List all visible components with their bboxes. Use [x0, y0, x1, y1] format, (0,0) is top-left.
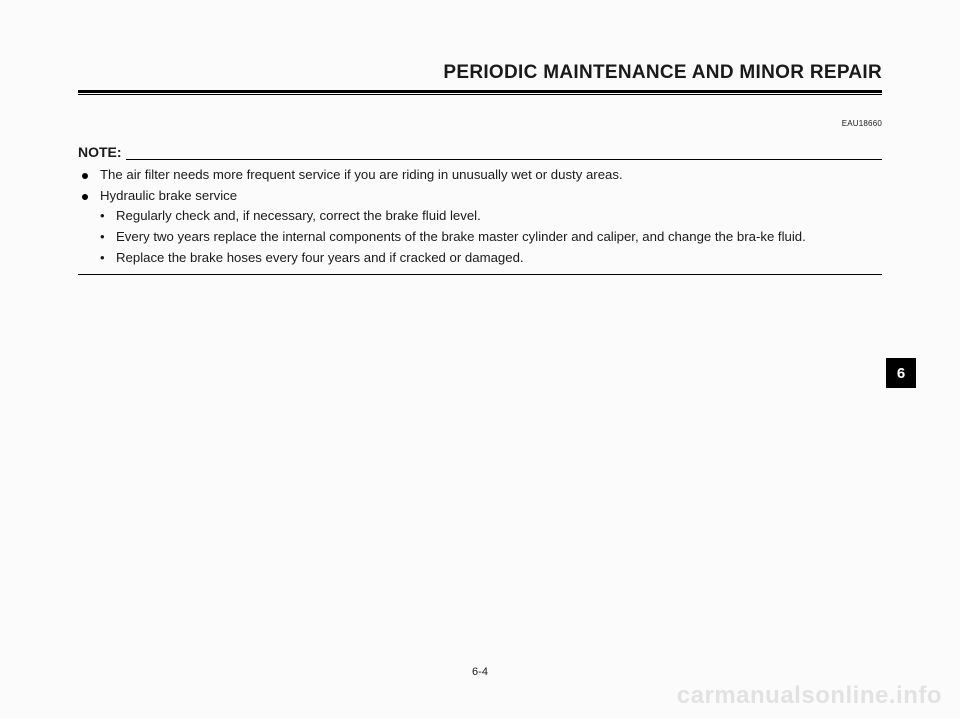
bullet-secondary-icon: • [100, 228, 116, 247]
list-item-text: Hydraulic brake service [100, 187, 882, 206]
list-subitem: • Every two years replace the internal c… [78, 228, 882, 247]
bullet-primary-icon [78, 166, 100, 185]
bullet-secondary-icon: • [100, 207, 116, 226]
list-subitem-text: Every two years replace the internal com… [116, 228, 882, 247]
list-subitem-text: Regularly check and, if necessary, corre… [116, 207, 882, 226]
section-header: PERIODIC MAINTENANCE AND MINOR REPAIR [78, 62, 882, 88]
list-subitem-text: Replace the brake hoses every four years… [116, 249, 882, 268]
watermark-text: carmanualsonline.info [677, 682, 942, 710]
manual-page: PERIODIC MAINTENANCE AND MINOR REPAIR EA… [0, 0, 960, 718]
note-content: The air filter needs more frequent servi… [78, 166, 882, 268]
page-number: 6-4 [0, 666, 960, 678]
list-item-text: The air filter needs more frequent servi… [100, 166, 882, 185]
header-divider-top [78, 90, 882, 93]
section-tab-number: 6 [897, 365, 905, 382]
list-item: The air filter needs more frequent servi… [78, 166, 882, 185]
note-label: NOTE: [78, 144, 126, 160]
list-subitem: • Replace the brake hoses every four yea… [78, 249, 882, 268]
list-item: Hydraulic brake service [78, 187, 882, 206]
document-code: EAU18660 [78, 119, 882, 128]
note-heading-row: NOTE: [78, 144, 882, 160]
note-end-rule [78, 274, 882, 275]
bullet-secondary-icon: • [100, 249, 116, 268]
bullet-primary-icon [78, 187, 100, 206]
section-tab: 6 [886, 358, 916, 388]
list-subitem: • Regularly check and, if necessary, cor… [78, 207, 882, 226]
header-divider-bottom [78, 94, 882, 95]
note-rule [126, 150, 882, 160]
